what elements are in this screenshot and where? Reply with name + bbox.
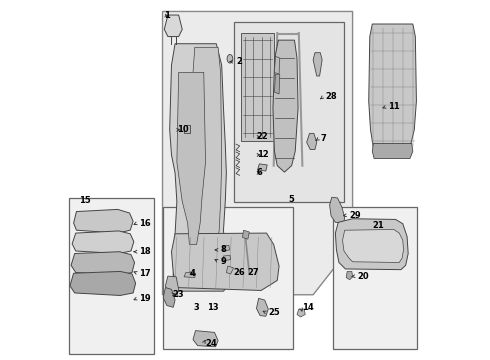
Text: 25: 25 (269, 308, 280, 317)
Text: 10: 10 (177, 125, 189, 134)
Polygon shape (258, 164, 267, 171)
Text: 20: 20 (357, 271, 368, 280)
Polygon shape (307, 134, 317, 149)
Text: 23: 23 (172, 290, 184, 299)
Text: 22: 22 (257, 132, 269, 141)
Bar (163, 207, 294, 348)
Text: 1: 1 (164, 10, 170, 19)
Text: 4: 4 (190, 269, 196, 278)
Polygon shape (256, 298, 269, 316)
Polygon shape (346, 271, 353, 280)
Polygon shape (335, 219, 408, 270)
Polygon shape (193, 47, 221, 255)
Polygon shape (243, 230, 249, 239)
Polygon shape (368, 24, 416, 150)
Text: 6: 6 (257, 168, 263, 177)
Polygon shape (163, 12, 353, 295)
Polygon shape (313, 53, 322, 76)
Text: 5: 5 (288, 195, 294, 204)
Text: 2: 2 (236, 57, 242, 66)
Text: 27: 27 (248, 268, 260, 277)
Polygon shape (343, 229, 403, 262)
Polygon shape (164, 15, 182, 37)
Polygon shape (223, 255, 231, 261)
Text: 18: 18 (139, 247, 151, 256)
Polygon shape (372, 143, 413, 158)
Polygon shape (226, 266, 234, 274)
Polygon shape (172, 273, 226, 291)
Text: 8: 8 (220, 246, 226, 255)
Ellipse shape (227, 54, 233, 63)
Bar (69, 198, 153, 354)
Bar (242, 33, 274, 140)
Polygon shape (166, 276, 179, 297)
Text: 28: 28 (325, 92, 337, 101)
Text: 17: 17 (139, 269, 151, 278)
Text: 24: 24 (205, 339, 217, 348)
Polygon shape (223, 245, 230, 251)
Bar (333, 207, 417, 348)
Polygon shape (177, 72, 205, 244)
Polygon shape (163, 288, 175, 307)
Text: 11: 11 (389, 102, 400, 111)
Text: 3: 3 (193, 303, 199, 312)
Text: 12: 12 (257, 150, 269, 159)
Text: 15: 15 (79, 196, 91, 205)
Polygon shape (172, 233, 279, 291)
Polygon shape (70, 271, 136, 296)
Text: 26: 26 (234, 268, 245, 277)
Polygon shape (74, 210, 133, 233)
Polygon shape (297, 309, 305, 317)
Text: 16: 16 (139, 219, 151, 228)
Polygon shape (193, 330, 218, 347)
Polygon shape (170, 44, 226, 280)
Polygon shape (184, 273, 196, 278)
Text: 21: 21 (372, 221, 384, 230)
Text: 13: 13 (207, 303, 219, 312)
Bar (234, 22, 343, 202)
Polygon shape (72, 231, 134, 253)
Text: 9: 9 (220, 257, 226, 266)
Polygon shape (274, 74, 280, 94)
Text: 14: 14 (302, 303, 314, 312)
Polygon shape (71, 252, 135, 275)
Text: 19: 19 (139, 294, 151, 303)
Polygon shape (274, 56, 280, 74)
Polygon shape (330, 197, 344, 223)
Text: 7: 7 (320, 134, 326, 143)
Bar (184, 126, 191, 134)
Polygon shape (273, 40, 298, 172)
Text: 29: 29 (349, 211, 361, 220)
